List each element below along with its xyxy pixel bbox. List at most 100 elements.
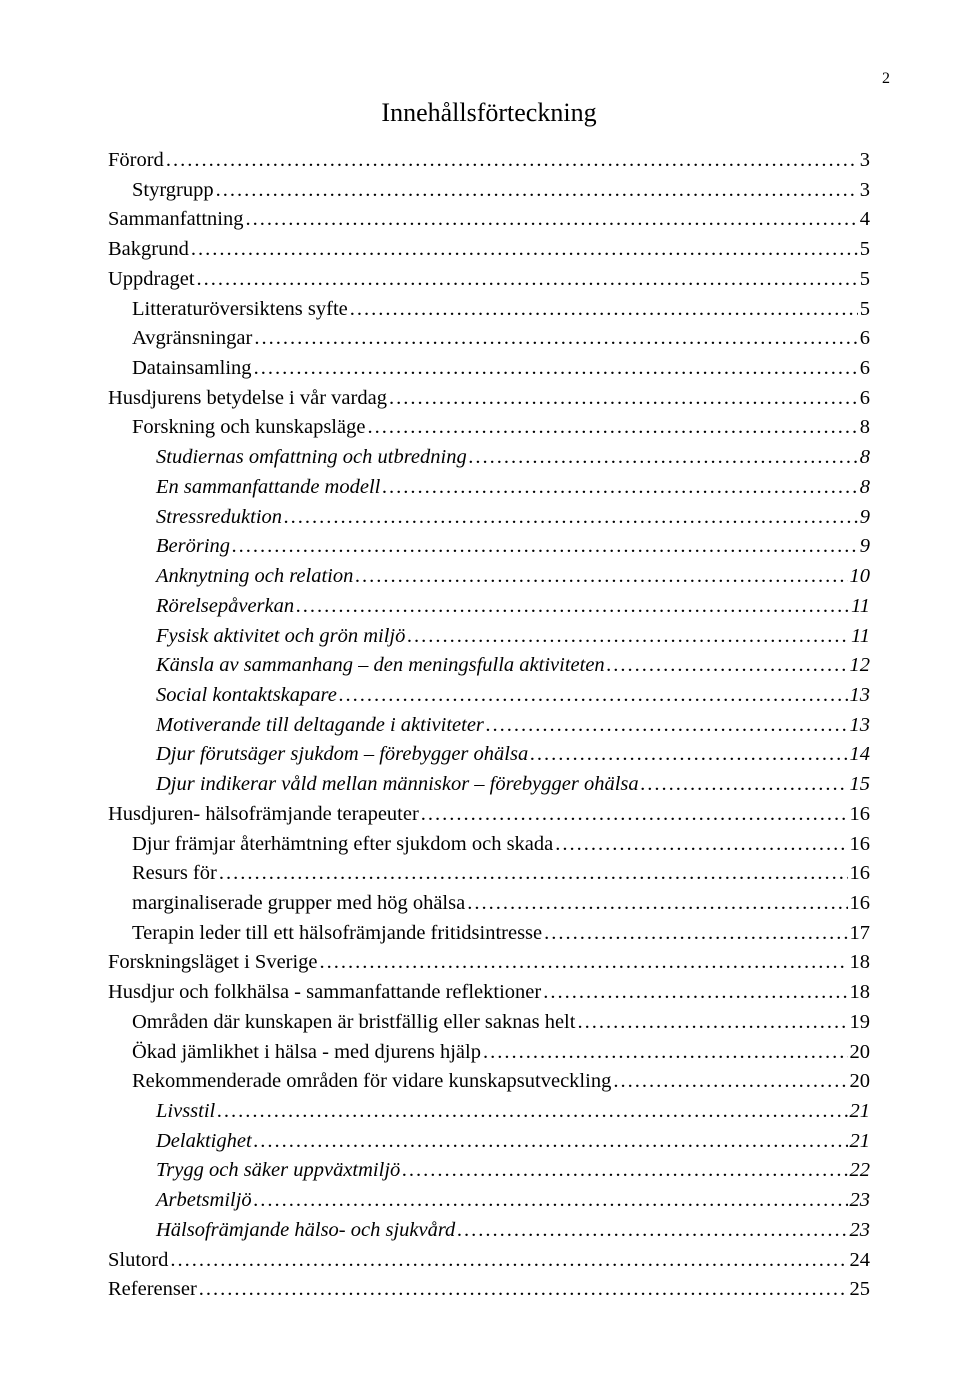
toc-leader-dots: ........................................… bbox=[284, 503, 858, 533]
toc-entry-label: Djur förutsäger sjukdom – förebygger ohä… bbox=[156, 740, 528, 770]
toc-entry-page: 18 bbox=[850, 978, 871, 1008]
toc-entry-label: Arbetsmiljö bbox=[156, 1186, 252, 1216]
toc-entry-page: 8 bbox=[860, 473, 870, 503]
toc-leader-dots: ........................................… bbox=[199, 1275, 848, 1305]
toc-entry: Husdjurens betydelse i vår vardag.......… bbox=[108, 384, 870, 414]
toc-entry-label: Områden där kunskapen är bristfällig ell… bbox=[132, 1008, 575, 1038]
toc-entry-page: 20 bbox=[850, 1067, 871, 1097]
toc-entry-page: 18 bbox=[850, 948, 871, 978]
toc-leader-dots: ........................................… bbox=[577, 1008, 847, 1038]
toc-entry: Rekommenderade områden för vidare kunska… bbox=[108, 1067, 870, 1097]
toc-entry-label: Husdjur och folkhälsa - sammanfattande r… bbox=[108, 978, 541, 1008]
toc-entry-label: Studiernas omfattning och utbredning bbox=[156, 443, 467, 473]
toc-entry-label: Husdjurens betydelse i vår vardag bbox=[108, 384, 387, 414]
toc-entry: Djur indikerar våld mellan människor – f… bbox=[108, 770, 870, 800]
toc-entry-page: 11 bbox=[851, 592, 870, 622]
toc-entry-page: 16 bbox=[850, 830, 871, 860]
toc-entry-label: Terapin leder till ett hälsofrämjande fr… bbox=[132, 919, 542, 949]
toc-leader-dots: ........................................… bbox=[607, 651, 848, 681]
toc-entry: Känsla av sammanhang – den meningsfulla … bbox=[108, 651, 870, 681]
toc-entry-label: Beröring bbox=[156, 532, 230, 562]
page-container: 2 Innehållsförteckning Förord...........… bbox=[0, 0, 960, 1365]
toc-entry-page: 14 bbox=[850, 740, 871, 770]
toc-entry: Husdjuren- hälsofrämjande terapeuter....… bbox=[108, 800, 870, 830]
toc-entry: Djur främjar återhämtning efter sjukdom … bbox=[108, 830, 870, 860]
toc-entry-page: 5 bbox=[860, 235, 870, 265]
toc-leader-dots: ........................................… bbox=[197, 265, 858, 295]
toc-leader-dots: ........................................… bbox=[254, 1186, 848, 1216]
toc-entry-page: 15 bbox=[850, 770, 871, 800]
toc-entry: Rörelsepåverkan.........................… bbox=[108, 592, 870, 622]
toc-entry-page: 21 bbox=[850, 1097, 871, 1127]
toc-entry: Beröring................................… bbox=[108, 532, 870, 562]
toc-entry: Slutord.................................… bbox=[108, 1246, 870, 1276]
toc-entry-label: Referenser bbox=[108, 1275, 197, 1305]
toc-leader-dots: ........................................… bbox=[217, 1097, 847, 1127]
toc-entry-page: 8 bbox=[860, 443, 870, 473]
toc-entry-page: 23 bbox=[850, 1186, 871, 1216]
toc-entry-label: Motiverande till deltagande i aktivitete… bbox=[156, 711, 484, 741]
toc-leader-dots: ........................................… bbox=[320, 948, 848, 978]
toc-entry: Forskning och kunskapsläge..............… bbox=[108, 413, 870, 443]
toc-entry-page: 25 bbox=[850, 1275, 871, 1305]
page-number: 2 bbox=[108, 70, 890, 88]
toc-entry: Social kontaktskapare...................… bbox=[108, 681, 870, 711]
toc-entry-label: En sammanfattande modell bbox=[156, 473, 380, 503]
toc-entry-page: 11 bbox=[851, 622, 870, 652]
toc-entry: Anknytning och relation.................… bbox=[108, 562, 870, 592]
toc-entry: Trygg och säker uppväxtmiljö............… bbox=[108, 1156, 870, 1186]
toc-entry-label: Livsstil bbox=[156, 1097, 215, 1127]
toc-entry-label: Rekommenderade områden för vidare kunska… bbox=[132, 1067, 611, 1097]
toc-entry: Djur förutsäger sjukdom – förebygger ohä… bbox=[108, 740, 870, 770]
toc-entry-label: Social kontaktskapare bbox=[156, 681, 337, 711]
toc-entry-page: 3 bbox=[860, 146, 870, 176]
toc-entry: Datainsamling...........................… bbox=[108, 354, 870, 384]
toc-entry-label: Fysisk aktivitet och grön miljö bbox=[156, 622, 405, 652]
toc-entry-label: Delaktighet bbox=[156, 1127, 252, 1157]
toc-leader-dots: ........................................… bbox=[389, 384, 858, 414]
toc-entry-label: marginaliserade grupper med hög ohälsa bbox=[132, 889, 465, 919]
toc-entry-page: 16 bbox=[850, 800, 871, 830]
toc-entry-label: Datainsamling bbox=[132, 354, 252, 384]
toc-entry-page: 16 bbox=[850, 859, 871, 889]
toc-entry-page: 19 bbox=[850, 1008, 871, 1038]
toc-entry: Referenser..............................… bbox=[108, 1275, 870, 1305]
toc-entry-page: 9 bbox=[860, 532, 870, 562]
toc-entry: Husdjur och folkhälsa - sammanfattande r… bbox=[108, 978, 870, 1008]
toc-entry: Hälsofrämjande hälso- och sjukvård......… bbox=[108, 1216, 870, 1246]
toc-entry-page: 8 bbox=[860, 413, 870, 443]
toc-leader-dots: ........................................… bbox=[170, 1246, 847, 1276]
toc-entry-label: Uppdraget bbox=[108, 265, 195, 295]
toc-entry-page: 24 bbox=[850, 1246, 871, 1276]
toc-leader-dots: ........................................… bbox=[543, 978, 847, 1008]
toc-leader-dots: ........................................… bbox=[467, 889, 847, 919]
toc-entry-label: Styrgrupp bbox=[132, 176, 214, 206]
toc-entry-label: Forskning och kunskapsläge bbox=[132, 413, 365, 443]
toc-leader-dots: ........................................… bbox=[216, 176, 858, 206]
toc-entry-page: 6 bbox=[860, 324, 870, 354]
toc-entry-page: 13 bbox=[850, 681, 871, 711]
toc-entry: Bakgrund................................… bbox=[108, 235, 870, 265]
toc-entry: Arbetsmiljö.............................… bbox=[108, 1186, 870, 1216]
toc-entry-label: Stressreduktion bbox=[156, 503, 282, 533]
toc-entry: Stressreduktion.........................… bbox=[108, 503, 870, 533]
toc-entry-page: 3 bbox=[860, 176, 870, 206]
toc-entry-page: 10 bbox=[850, 562, 871, 592]
toc-entry: Fysisk aktivitet och grön miljö.........… bbox=[108, 622, 870, 652]
toc-leader-dots: ........................................… bbox=[254, 1127, 848, 1157]
toc-leader-dots: ........................................… bbox=[530, 740, 847, 770]
toc-leader-dots: ........................................… bbox=[402, 1156, 847, 1186]
toc-leader-dots: ........................................… bbox=[191, 235, 858, 265]
toc-leader-dots: ........................................… bbox=[469, 443, 858, 473]
toc-title: Innehållsförteckning bbox=[108, 98, 870, 128]
toc-entry: Sammanfattning..........................… bbox=[108, 205, 870, 235]
toc-leader-dots: ........................................… bbox=[254, 354, 858, 384]
toc-entry: Ökad jämlikhet i hälsa - med djurens hjä… bbox=[108, 1038, 870, 1068]
toc-entry: Litteraturöversiktens syfte.............… bbox=[108, 295, 870, 325]
toc-entry: Terapin leder till ett hälsofrämjande fr… bbox=[108, 919, 870, 949]
toc-entry-label: Slutord bbox=[108, 1246, 168, 1276]
toc-entry-label: Sammanfattning bbox=[108, 205, 244, 235]
toc-entry: Livsstil................................… bbox=[108, 1097, 870, 1127]
toc-entry: Resurs för..............................… bbox=[108, 859, 870, 889]
toc-entry-page: 9 bbox=[860, 503, 870, 533]
